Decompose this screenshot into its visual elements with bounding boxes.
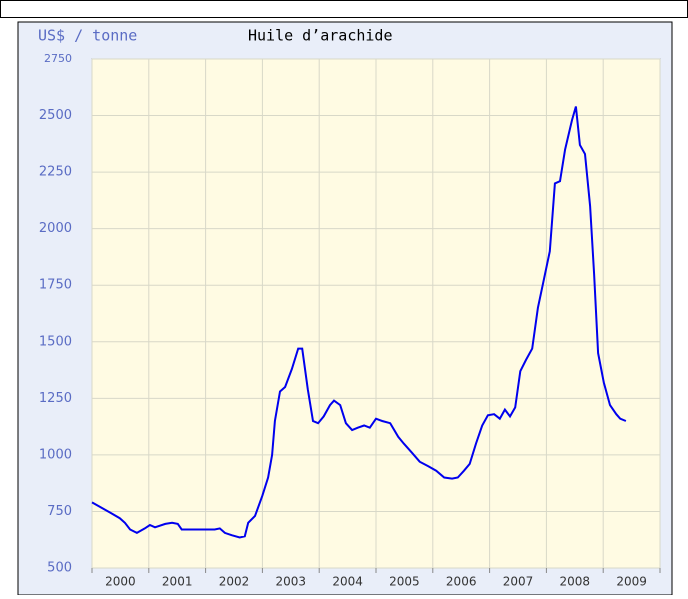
data-line (91, 106, 627, 539)
x-tick-label: 2002 (219, 575, 250, 589)
x-tick-label: 2005 (389, 575, 420, 589)
top-frame (0, 0, 688, 18)
x-tick-label: 2008 (560, 575, 591, 589)
y-tick-label: 750 (47, 504, 72, 519)
y-tick-label: 500 (47, 561, 72, 576)
y-tick-label: 1000 (39, 447, 72, 462)
y-axis-label: US$ / tonne (38, 27, 137, 45)
x-tick-label: 2006 (446, 575, 477, 589)
chart-title: Huile d’arachide (248, 27, 393, 45)
y-tick-label: 1750 (39, 278, 72, 293)
x-tick-label: 2003 (276, 575, 307, 589)
y-tick-label: 2000 (39, 221, 72, 236)
x-tick-label: 2001 (162, 575, 193, 589)
y-tick-label: 1500 (39, 334, 72, 349)
x-tick-label: 2000 (105, 575, 136, 589)
y-tick-label: 1250 (39, 391, 72, 406)
x-tick-label: 2009 (616, 575, 647, 589)
x-tick-label: 2004 (332, 575, 363, 589)
y-tick-label: 2250 (39, 165, 72, 180)
x-tick-label: 2007 (503, 575, 534, 589)
y-tick-label: 2750 (44, 52, 72, 65)
y-tick-label: 2500 (39, 108, 72, 123)
